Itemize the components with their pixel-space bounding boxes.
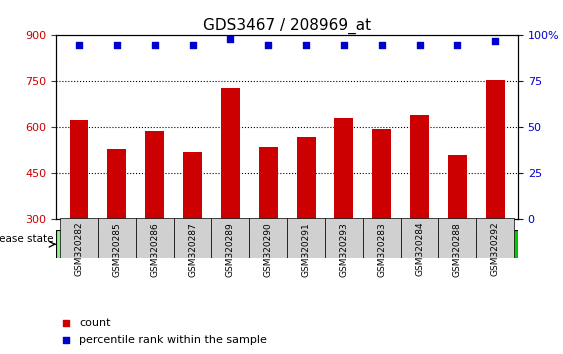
Point	[61, 337, 70, 343]
Text: GSM320289: GSM320289	[226, 222, 235, 276]
FancyBboxPatch shape	[401, 218, 439, 258]
Bar	[145, 131, 164, 312]
Text: GSM320292: GSM320292	[491, 222, 500, 276]
Text: disease state: disease state	[0, 234, 53, 244]
Point	[491, 38, 500, 44]
Point	[188, 42, 197, 47]
Bar	[448, 155, 467, 312]
FancyBboxPatch shape	[98, 218, 136, 258]
Text: preeclampsia: preeclampsia	[399, 238, 483, 251]
Text: GSM320287: GSM320287	[188, 222, 197, 276]
Bar	[221, 87, 240, 312]
Text: count: count	[79, 318, 111, 328]
Text: control: control	[189, 238, 232, 251]
FancyBboxPatch shape	[136, 218, 173, 258]
Point	[339, 42, 348, 47]
Text: GSM320286: GSM320286	[150, 222, 159, 276]
Point	[377, 42, 386, 47]
Text: GSM320290: GSM320290	[263, 222, 272, 276]
Point	[226, 36, 235, 42]
Bar	[372, 129, 391, 312]
Text: GSM320285: GSM320285	[113, 222, 122, 276]
FancyBboxPatch shape	[439, 218, 476, 258]
Point	[74, 42, 83, 47]
Point	[453, 42, 462, 47]
Text: percentile rank within the sample: percentile rank within the sample	[79, 335, 267, 345]
FancyBboxPatch shape	[212, 218, 249, 258]
FancyBboxPatch shape	[363, 218, 401, 258]
Bar	[183, 152, 202, 312]
FancyBboxPatch shape	[173, 218, 212, 258]
FancyBboxPatch shape	[60, 218, 98, 258]
Bar	[108, 149, 126, 312]
Point	[150, 42, 159, 47]
Text: GSM320288: GSM320288	[453, 222, 462, 276]
Title: GDS3467 / 208969_at: GDS3467 / 208969_at	[203, 18, 371, 34]
Text: GSM320291: GSM320291	[302, 222, 311, 276]
Bar	[410, 115, 429, 312]
FancyBboxPatch shape	[287, 218, 325, 258]
Text: GSM320283: GSM320283	[377, 222, 386, 276]
FancyBboxPatch shape	[325, 218, 363, 258]
Text: GSM320282: GSM320282	[74, 222, 83, 276]
FancyBboxPatch shape	[56, 230, 364, 258]
Point	[302, 42, 311, 47]
Point	[113, 42, 122, 47]
FancyBboxPatch shape	[364, 230, 518, 258]
Point	[61, 320, 70, 326]
FancyBboxPatch shape	[476, 218, 514, 258]
Bar	[334, 118, 354, 312]
Bar	[259, 147, 278, 312]
FancyBboxPatch shape	[249, 218, 287, 258]
Text: GSM320293: GSM320293	[339, 222, 348, 276]
Bar	[70, 120, 88, 312]
Point	[415, 42, 424, 47]
Bar	[486, 80, 504, 312]
Point	[263, 42, 272, 47]
Text: GSM320284: GSM320284	[415, 222, 424, 276]
Bar	[297, 137, 315, 312]
